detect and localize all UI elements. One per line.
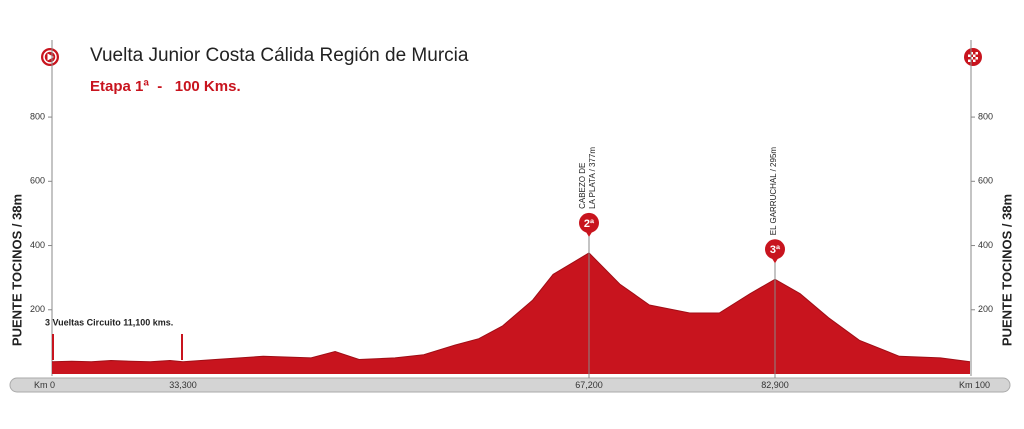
x-tick-label: 82,900	[761, 380, 789, 390]
side-label-left: PUENTE TOCINOS / 38m	[9, 194, 24, 346]
y-tick-label: 600	[978, 176, 993, 186]
y-tick-label: 800	[978, 111, 993, 121]
circuit-marker	[52, 334, 54, 360]
climb-label: LA PLATA / 377m	[588, 147, 597, 209]
start-icon	[41, 48, 59, 66]
climb-category: 2ª	[584, 218, 595, 230]
y-tick-label: 400	[30, 240, 45, 250]
circuit-marker	[181, 334, 183, 360]
y-tick-label: 600	[30, 176, 45, 186]
climb-marker	[579, 212, 599, 233]
chart-subtitle: Etapa 1ª - 100 Kms.	[90, 78, 241, 95]
climb-label: EL GARRUCHAL / 295m	[769, 147, 778, 236]
y-tick-label: 400	[978, 240, 993, 250]
x-tick-label: Km 0	[34, 380, 55, 390]
x-tick-label: Km 100	[959, 380, 990, 390]
finish-icon	[964, 48, 982, 66]
area-fill	[52, 252, 970, 374]
climb-marker	[765, 239, 785, 260]
chart-title: Vuelta Junior Costa Cálida Región de Mur…	[90, 45, 469, 66]
y-tick-label: 200	[978, 304, 993, 314]
y-tick-label: 200	[30, 304, 45, 314]
side-label-right: PUENTE TOCINOS / 38m	[999, 194, 1014, 346]
profile-line	[51, 252, 971, 363]
climb-label: CABEZO DE	[578, 163, 587, 209]
x-tick-label: 33,300	[169, 380, 197, 390]
annotation: 3 Vueltas Circuito 11,100 kms.	[45, 317, 173, 327]
x-axis-bar	[9, 377, 1011, 393]
y-tick-label: 800	[30, 111, 45, 121]
climb-category: 3ª	[770, 244, 781, 256]
x-tick-label: 67,200	[575, 380, 603, 390]
